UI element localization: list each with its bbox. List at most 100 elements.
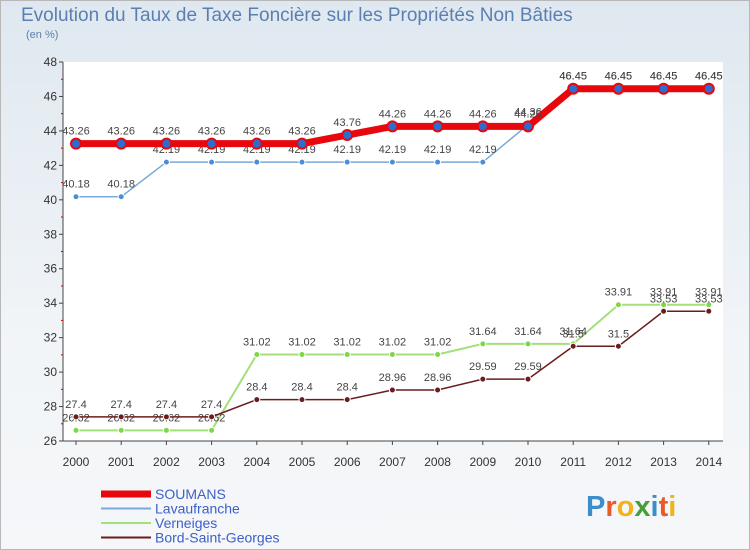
data-point xyxy=(522,120,534,133)
data-point xyxy=(702,82,715,95)
data-point xyxy=(612,82,625,95)
data-label: 33.91 xyxy=(605,287,633,299)
data-label: 28.96 xyxy=(424,372,452,384)
x-tick-label: 2010 xyxy=(515,455,542,469)
data-label: 31.02 xyxy=(379,337,407,349)
data-point xyxy=(70,137,82,150)
y-tick-label: 30 xyxy=(44,365,58,379)
data-point xyxy=(117,193,125,201)
data-label: 40.18 xyxy=(107,179,135,191)
data-point xyxy=(208,413,216,421)
data-point xyxy=(296,137,308,150)
data-label: 46.45 xyxy=(695,71,723,83)
legend-label: Verneiges xyxy=(155,515,217,531)
data-point xyxy=(208,426,216,434)
legend-label: SOUMANS xyxy=(155,486,226,502)
data-point xyxy=(386,120,399,133)
data-point xyxy=(479,158,487,166)
data-label: 28.4 xyxy=(291,382,312,394)
y-tick-label: 26 xyxy=(44,434,58,448)
data-point xyxy=(162,413,170,421)
data-label: 28.4 xyxy=(336,382,357,394)
y-tick-label: 42 xyxy=(44,158,58,172)
x-tick-label: 2001 xyxy=(108,455,135,469)
data-point xyxy=(705,307,713,315)
y-tick-label: 48 xyxy=(44,55,58,69)
x-tick-label: 2002 xyxy=(153,455,180,469)
data-label: 33.91 xyxy=(650,287,678,299)
x-tick-label: 2007 xyxy=(379,455,406,469)
data-label: 44.26 xyxy=(514,108,542,120)
data-point xyxy=(567,82,580,95)
data-point xyxy=(705,301,713,309)
data-label: 27.4 xyxy=(201,399,222,411)
data-point xyxy=(388,351,396,359)
chart-title: Evolution du Taux de Taxe Foncière sur l… xyxy=(21,5,573,26)
data-label: 44.26 xyxy=(379,108,407,120)
data-label: 44.26 xyxy=(424,108,452,120)
data-label: 46.45 xyxy=(605,71,633,83)
data-label: 46.45 xyxy=(695,71,723,83)
data-label: 31.64 xyxy=(514,326,542,338)
data-point xyxy=(343,351,351,359)
data-label: 43.26 xyxy=(153,126,181,138)
data-label: 43.26 xyxy=(243,126,271,138)
data-point xyxy=(298,396,306,404)
data-label: 31.5 xyxy=(608,328,629,340)
data-label: 43.26 xyxy=(107,126,135,138)
data-point xyxy=(343,396,351,404)
data-point xyxy=(660,301,668,309)
data-point xyxy=(524,340,532,348)
data-point xyxy=(205,137,218,150)
data-label: 31.64 xyxy=(559,326,587,338)
legend-label: Bord-Saint-Georges xyxy=(155,530,280,546)
data-point xyxy=(434,351,442,359)
data-point xyxy=(253,396,261,404)
data-point xyxy=(434,158,442,166)
data-label: 43.26 xyxy=(62,126,90,138)
data-point xyxy=(298,351,306,359)
data-point xyxy=(160,137,173,150)
data-label: 29.59 xyxy=(469,361,497,373)
data-label: 27.4 xyxy=(110,399,131,411)
data-point xyxy=(434,386,442,394)
x-tick-label: 2005 xyxy=(289,455,316,469)
data-label: 28.96 xyxy=(379,372,407,384)
data-point xyxy=(388,386,396,394)
data-label: 46.45 xyxy=(559,71,587,83)
y-tick-label: 28 xyxy=(44,400,58,414)
data-point xyxy=(253,351,261,359)
data-label: 46.45 xyxy=(650,71,678,83)
data-label: 43.76 xyxy=(333,117,361,129)
data-point xyxy=(614,342,622,350)
data-point xyxy=(162,426,170,434)
data-label: 43.26 xyxy=(288,126,316,138)
y-tick-label: 32 xyxy=(44,331,58,345)
data-label: 33.53 xyxy=(650,293,678,305)
data-point xyxy=(479,340,487,348)
data-point xyxy=(388,158,396,166)
data-label: 27.4 xyxy=(156,399,177,411)
chart-unit-label: (en %) xyxy=(26,29,59,41)
y-tick-label: 38 xyxy=(44,227,58,241)
data-label: 46.45 xyxy=(605,71,633,83)
data-point xyxy=(72,426,80,434)
data-label: 46.45 xyxy=(650,71,678,83)
data-point xyxy=(569,342,577,350)
data-point xyxy=(117,426,125,434)
data-point xyxy=(250,137,263,150)
data-label: 43.26 xyxy=(198,126,226,138)
data-point xyxy=(660,307,668,315)
x-tick-label: 2003 xyxy=(198,455,225,469)
data-label: 33.53 xyxy=(695,293,723,305)
y-tick-label: 44 xyxy=(44,124,58,138)
data-label: 42.19 xyxy=(424,144,452,156)
data-point xyxy=(657,82,670,95)
data-point xyxy=(343,158,351,166)
legend-label: Lavaufranche xyxy=(155,501,240,517)
x-tick-label: 2006 xyxy=(334,455,361,469)
x-tick-label: 2000 xyxy=(63,455,90,469)
data-point xyxy=(341,129,354,142)
